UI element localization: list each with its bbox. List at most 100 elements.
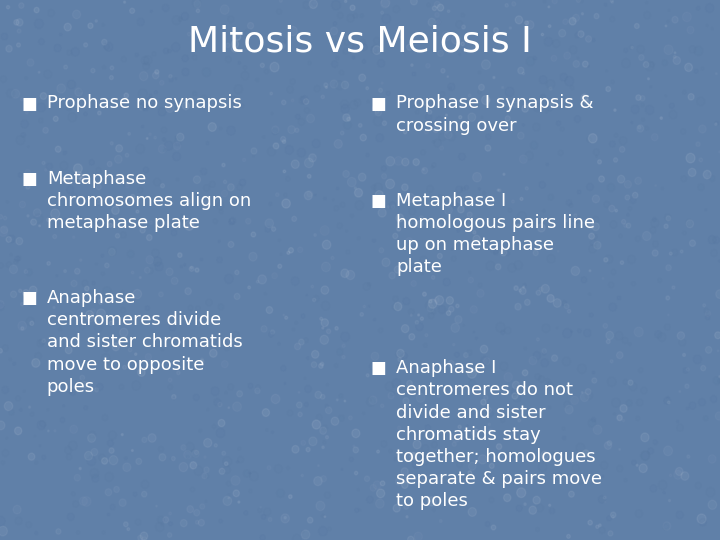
- Ellipse shape: [698, 399, 706, 406]
- Ellipse shape: [581, 12, 583, 15]
- Ellipse shape: [630, 197, 636, 204]
- Ellipse shape: [325, 86, 328, 89]
- Ellipse shape: [251, 232, 256, 237]
- Ellipse shape: [443, 278, 450, 286]
- Ellipse shape: [110, 504, 115, 510]
- Ellipse shape: [428, 299, 437, 308]
- Ellipse shape: [261, 515, 266, 519]
- Ellipse shape: [415, 322, 423, 330]
- Ellipse shape: [463, 497, 465, 500]
- Ellipse shape: [480, 345, 487, 353]
- Ellipse shape: [401, 325, 409, 333]
- Ellipse shape: [124, 93, 128, 98]
- Ellipse shape: [324, 516, 325, 517]
- Ellipse shape: [686, 153, 695, 163]
- Ellipse shape: [503, 173, 505, 176]
- Ellipse shape: [377, 59, 384, 67]
- Ellipse shape: [125, 457, 127, 460]
- Ellipse shape: [272, 129, 278, 134]
- Ellipse shape: [19, 409, 22, 411]
- Ellipse shape: [130, 194, 135, 199]
- Ellipse shape: [378, 208, 386, 217]
- Ellipse shape: [34, 8, 39, 13]
- Ellipse shape: [711, 396, 717, 402]
- Ellipse shape: [73, 164, 82, 173]
- Ellipse shape: [184, 264, 186, 266]
- Ellipse shape: [355, 508, 359, 512]
- Ellipse shape: [402, 482, 408, 489]
- Ellipse shape: [225, 274, 233, 284]
- Ellipse shape: [620, 261, 624, 265]
- Ellipse shape: [674, 52, 676, 53]
- Ellipse shape: [410, 64, 413, 66]
- Ellipse shape: [541, 451, 549, 459]
- Ellipse shape: [523, 286, 525, 288]
- Ellipse shape: [306, 294, 307, 296]
- Ellipse shape: [386, 157, 395, 166]
- Ellipse shape: [617, 296, 621, 300]
- Ellipse shape: [486, 134, 491, 140]
- Ellipse shape: [513, 381, 520, 389]
- Ellipse shape: [512, 393, 518, 399]
- Ellipse shape: [641, 433, 649, 442]
- Ellipse shape: [631, 460, 636, 465]
- Ellipse shape: [550, 103, 554, 106]
- Ellipse shape: [186, 455, 189, 459]
- Ellipse shape: [173, 152, 181, 161]
- Ellipse shape: [305, 191, 312, 200]
- Ellipse shape: [262, 409, 269, 416]
- Ellipse shape: [459, 116, 462, 119]
- Ellipse shape: [163, 138, 166, 141]
- Ellipse shape: [260, 535, 265, 540]
- Ellipse shape: [225, 462, 228, 465]
- Ellipse shape: [181, 220, 184, 222]
- Ellipse shape: [617, 415, 622, 421]
- Ellipse shape: [517, 488, 526, 497]
- Ellipse shape: [282, 140, 286, 144]
- Ellipse shape: [229, 219, 234, 225]
- Ellipse shape: [402, 353, 408, 359]
- Ellipse shape: [451, 202, 458, 208]
- Ellipse shape: [39, 38, 45, 45]
- Ellipse shape: [30, 321, 34, 326]
- Ellipse shape: [133, 492, 137, 496]
- Ellipse shape: [594, 14, 599, 19]
- Ellipse shape: [507, 451, 515, 460]
- Ellipse shape: [540, 94, 546, 100]
- Ellipse shape: [481, 356, 488, 365]
- Ellipse shape: [634, 23, 639, 29]
- Ellipse shape: [394, 302, 402, 310]
- Ellipse shape: [124, 341, 127, 343]
- Ellipse shape: [428, 300, 432, 303]
- Ellipse shape: [368, 305, 370, 307]
- Ellipse shape: [28, 299, 35, 307]
- Ellipse shape: [412, 459, 421, 469]
- Ellipse shape: [588, 134, 597, 143]
- Ellipse shape: [487, 410, 493, 416]
- Ellipse shape: [182, 102, 189, 110]
- Ellipse shape: [577, 190, 581, 194]
- Ellipse shape: [582, 61, 588, 67]
- Ellipse shape: [606, 86, 611, 92]
- Ellipse shape: [411, 266, 418, 272]
- Ellipse shape: [362, 59, 366, 63]
- Ellipse shape: [569, 491, 575, 497]
- Ellipse shape: [323, 197, 326, 200]
- Ellipse shape: [524, 299, 530, 306]
- Ellipse shape: [333, 22, 337, 25]
- Ellipse shape: [435, 19, 441, 25]
- Ellipse shape: [319, 363, 323, 368]
- Ellipse shape: [446, 311, 451, 315]
- Ellipse shape: [533, 352, 541, 360]
- Ellipse shape: [132, 449, 133, 451]
- Ellipse shape: [407, 44, 412, 50]
- Ellipse shape: [0, 303, 4, 310]
- Ellipse shape: [80, 177, 84, 181]
- Ellipse shape: [13, 362, 16, 365]
- Ellipse shape: [500, 330, 505, 334]
- Ellipse shape: [525, 21, 528, 25]
- Ellipse shape: [688, 66, 691, 69]
- Ellipse shape: [683, 368, 688, 373]
- Ellipse shape: [244, 511, 248, 515]
- Ellipse shape: [64, 23, 71, 31]
